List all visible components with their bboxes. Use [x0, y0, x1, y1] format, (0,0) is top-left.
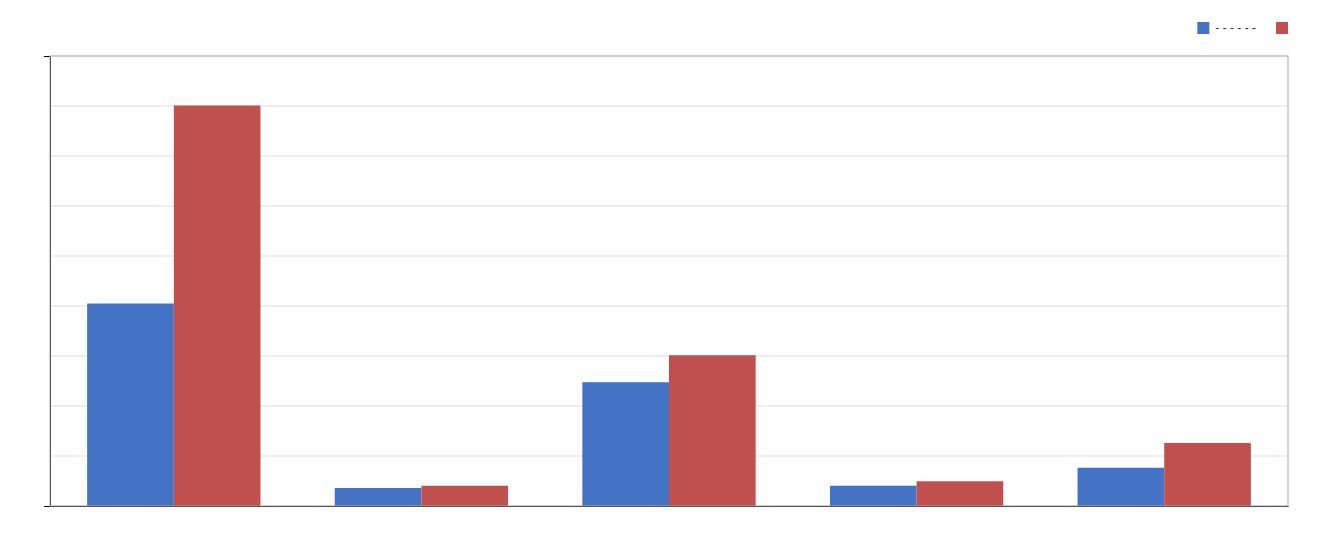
bar	[1164, 443, 1251, 506]
chart: - - - - - -	[0, 0, 1328, 536]
bar	[669, 355, 756, 506]
bar	[830, 486, 917, 506]
legend: - - - - - -	[1197, 21, 1288, 35]
series	[174, 106, 1251, 507]
bar	[174, 106, 261, 507]
grid	[50, 56, 1288, 506]
plot-frame	[50, 56, 1288, 506]
bar	[421, 486, 508, 506]
bar	[917, 481, 1004, 506]
plot	[44, 56, 1289, 507]
legend-item	[1276, 22, 1288, 34]
legend-label: - - - - - -	[1215, 21, 1256, 35]
legend-swatch	[1197, 22, 1209, 34]
legend-swatch	[1276, 22, 1288, 34]
bar	[87, 304, 174, 507]
legend-item: - - - - - -	[1197, 21, 1256, 35]
bar	[582, 382, 669, 506]
bar	[335, 488, 422, 506]
bars	[87, 106, 1251, 507]
bar	[1078, 468, 1165, 506]
